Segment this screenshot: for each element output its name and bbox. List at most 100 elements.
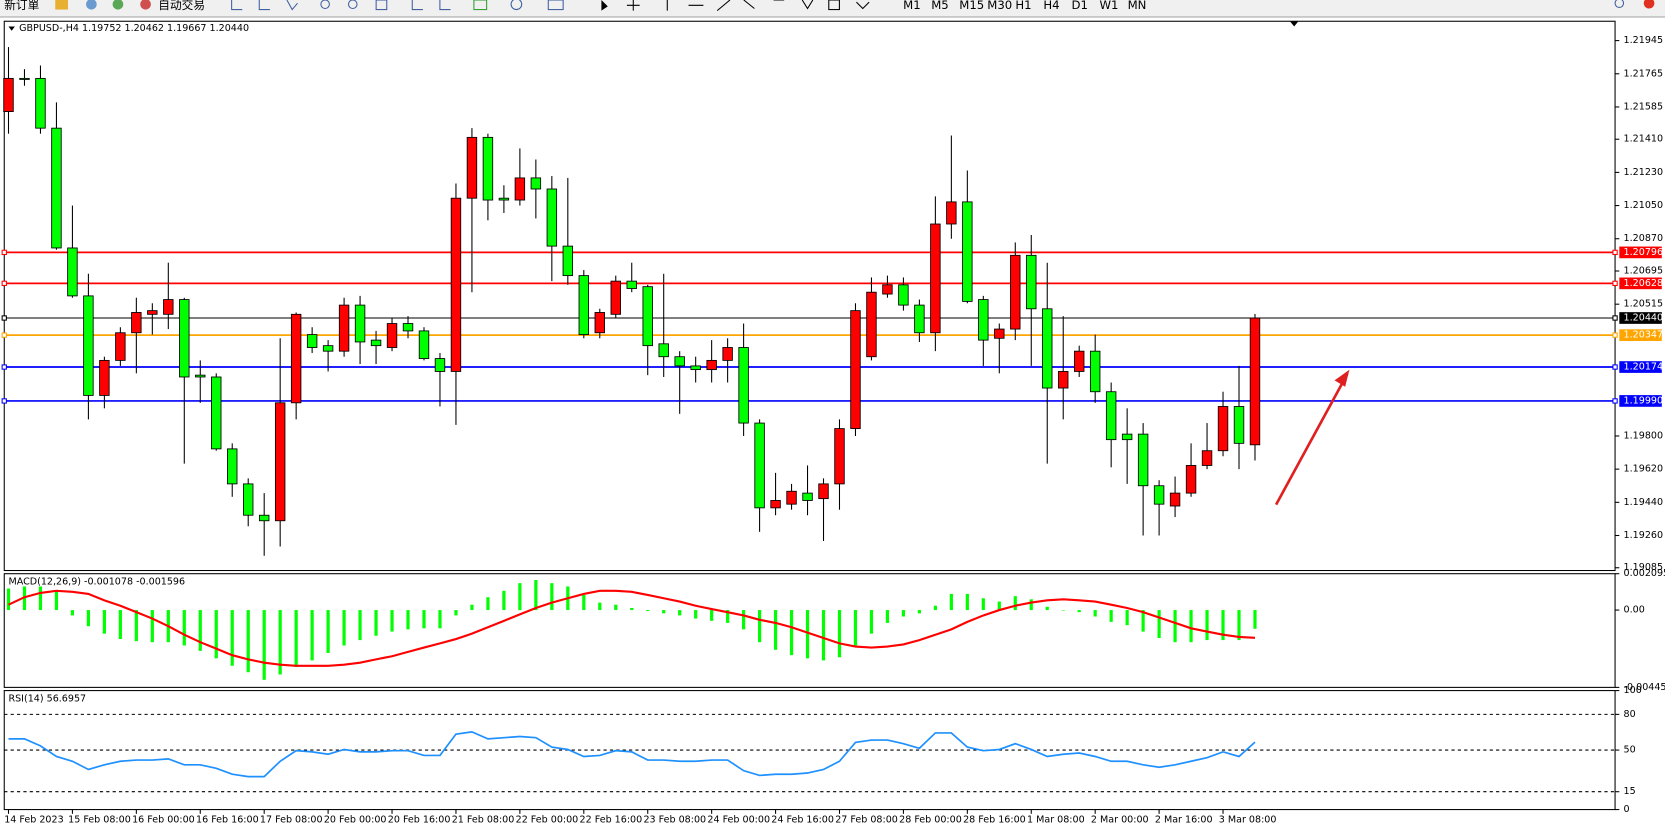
tile[interactable] xyxy=(375,0,388,11)
draw-tools[interactable] xyxy=(743,0,814,10)
annotation-arrow xyxy=(1274,373,1349,506)
candle-body xyxy=(434,358,446,372)
timeframe-button[interactable]: M5 xyxy=(931,0,949,12)
title-arrow xyxy=(8,26,15,31)
macd-bar xyxy=(182,610,186,646)
toolbar-icon[interactable] xyxy=(140,0,151,10)
macd-bar xyxy=(262,610,266,680)
crosshair[interactable] xyxy=(626,0,640,11)
level-label-bg xyxy=(1619,277,1662,290)
timeframe-button[interactable]: M15 xyxy=(959,0,984,12)
text-label[interactable] xyxy=(828,0,840,11)
macd-bar xyxy=(486,597,490,611)
macd-bar xyxy=(614,604,618,611)
macd-bar xyxy=(1029,599,1033,611)
y-tick-label: 0 xyxy=(1624,804,1630,815)
candle-body xyxy=(786,490,797,505)
candle-body xyxy=(322,345,334,352)
macd-bar xyxy=(726,610,730,623)
toolbar-button[interactable]: 自动交易 xyxy=(158,0,205,12)
timeframe-button[interactable]: MN xyxy=(1128,0,1147,12)
y-tick-label: 1.19800 xyxy=(1624,430,1663,441)
timeframe-button[interactable]: W1 xyxy=(1100,0,1119,12)
level-label: 1.20628 xyxy=(1624,278,1663,289)
candle-body xyxy=(514,177,526,201)
toolbar-icon[interactable] xyxy=(86,0,97,10)
y-tick-label: 1.21945 xyxy=(1624,35,1663,46)
macd-bar xyxy=(6,588,11,611)
candle-body xyxy=(930,223,941,334)
macd-bar xyxy=(134,610,138,642)
toolbar: 新订單 自动交易 M1 M5 M15 M30 H1 H4 D1 W1 MN xyxy=(0,0,1665,18)
x-tick-label: 20 Feb 00:00 xyxy=(324,815,387,826)
candle-body xyxy=(1121,433,1133,441)
x-tick-label: 3 Mar 08:00 xyxy=(1219,815,1277,826)
macd-bar xyxy=(805,610,810,659)
search[interactable] xyxy=(1614,0,1625,8)
y-tick-label: 0.00 xyxy=(1624,605,1645,616)
y-tick-label: 1.19620 xyxy=(1624,464,1663,475)
candle-body xyxy=(35,77,46,129)
macd-bar xyxy=(38,586,43,611)
candle-body xyxy=(978,299,989,341)
macd-bar xyxy=(821,610,826,661)
x-tick-label: 23 Feb 08:00 xyxy=(643,815,706,826)
level-label: 1.20347 xyxy=(1624,330,1663,341)
level-marker xyxy=(1612,280,1618,287)
level-label: 1.20174 xyxy=(1624,362,1663,373)
cursor[interactable] xyxy=(601,0,608,11)
candle-body xyxy=(610,280,621,315)
macd-bar xyxy=(598,602,602,611)
candle-body xyxy=(19,77,30,80)
level-marker xyxy=(1,364,7,370)
timeframe-button[interactable]: M1 xyxy=(903,0,921,12)
chart-type-icon[interactable] xyxy=(231,0,298,11)
macd-bar xyxy=(70,610,75,616)
macd-bar xyxy=(630,607,634,611)
timeframe-button[interactable]: M30 xyxy=(987,0,1012,12)
toolbar-button[interactable]: 新订單 xyxy=(4,0,39,12)
level-label-bg xyxy=(1619,312,1662,324)
macd-bar xyxy=(326,610,330,653)
macd-bar xyxy=(1125,610,1129,626)
macd-bar xyxy=(694,610,698,619)
y-tick-label: 50 xyxy=(1624,745,1636,756)
candle-body xyxy=(914,304,925,334)
candle-body xyxy=(51,127,62,249)
timeframe-button[interactable]: D1 xyxy=(1071,0,1087,12)
zoom-out[interactable] xyxy=(347,0,358,10)
notification[interactable] xyxy=(1643,0,1655,9)
candle-body xyxy=(402,323,414,332)
level-label: 1.20440 xyxy=(1624,313,1663,324)
candle-body xyxy=(3,77,14,112)
candle-body xyxy=(562,245,574,277)
timeframe-button[interactable]: H4 xyxy=(1043,0,1059,12)
timeframe-button[interactable]: H1 xyxy=(1015,0,1031,12)
candle-body xyxy=(706,359,717,371)
toolbar-icon[interactable] xyxy=(55,0,69,10)
macd-bar xyxy=(550,583,554,611)
level-marker xyxy=(1,280,7,287)
macd-bar xyxy=(582,594,586,611)
line-tools[interactable] xyxy=(666,0,731,12)
macd-bar xyxy=(438,610,442,629)
macd-bar xyxy=(1253,610,1257,629)
y-tick-label: 1.21050 xyxy=(1624,200,1663,211)
x-tick-label: 17 Feb 08:00 xyxy=(260,815,323,826)
scroll-icon[interactable] xyxy=(411,0,451,11)
toolbar-icon[interactable] xyxy=(112,0,124,10)
macd-bar xyxy=(294,610,298,667)
panel-frame xyxy=(3,20,1616,572)
indicators[interactable] xyxy=(473,0,488,11)
level-label: 1.20796 xyxy=(1624,247,1663,258)
candle-body xyxy=(67,247,78,297)
arrows[interactable] xyxy=(856,1,870,10)
zoom-in[interactable] xyxy=(320,0,330,10)
periods[interactable] xyxy=(510,0,523,11)
candle-body xyxy=(306,334,318,348)
level-label: 1.19990 xyxy=(1624,395,1663,406)
templates[interactable] xyxy=(547,0,564,11)
candle-body xyxy=(1042,308,1053,389)
